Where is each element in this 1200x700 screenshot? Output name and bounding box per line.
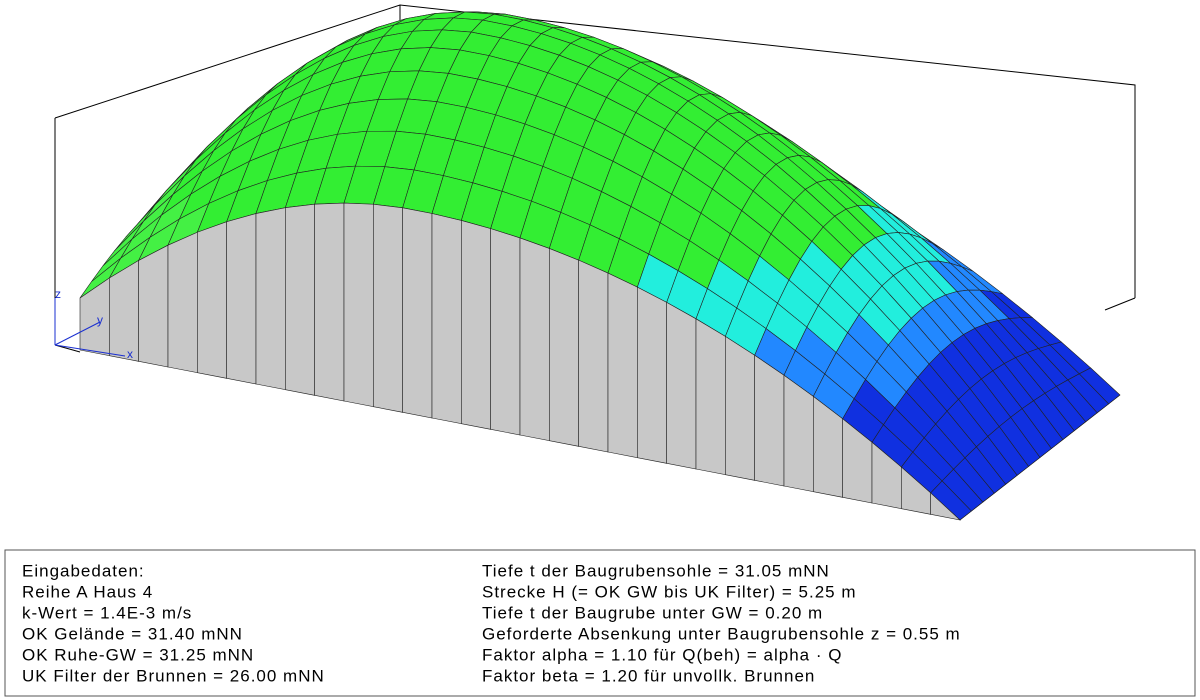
walls [79, 202, 1121, 521]
wall-strip [1016, 466, 1029, 476]
info-line: Strecke H (= OK GW bis UK Filter) = 5.25… [482, 582, 857, 601]
y-axis [54, 321, 101, 346]
info-line: k-Wert = 1.4E-3 m/s [22, 603, 192, 622]
wall-strip [1074, 421, 1086, 431]
wall-strip [637, 286, 667, 464]
box-edge [54, 344, 81, 353]
box-edge [54, 4, 1136, 298]
info-line: OK Ruhe-GW = 31.25 mNN [22, 645, 254, 664]
wall-strip [666, 301, 697, 470]
wall-strip [607, 272, 638, 459]
wall-strip [197, 221, 227, 379]
axis-triad [54, 298, 126, 357]
info-text: Eingabedaten: Reihe A Haus 4 k-Wert = 1.4E… [22, 561, 961, 685]
info-line: OK Gelände = 31.40 mNN [22, 624, 243, 643]
wall-strip [1051, 439, 1064, 449]
wall-strip [255, 207, 286, 391]
wall-strip [982, 492, 995, 503]
wall-strip [167, 231, 198, 374]
wall-strip [1096, 403, 1109, 414]
wall-strip [314, 202, 345, 402]
wall-strip [994, 484, 1006, 494]
info-line: Faktor beta = 1.20 für unvollk. Brunnen [482, 666, 815, 685]
info-line: Tiefe t der Baugrube unter GW = 0.20 m [482, 603, 823, 622]
info-line: Eingabedaten: [22, 561, 145, 580]
wall-strip [519, 237, 550, 442]
wall-strip [1108, 394, 1121, 405]
wall-strip [79, 277, 110, 357]
x-label: x [127, 347, 133, 361]
wall-strip [1062, 430, 1075, 440]
wall-strip [461, 220, 491, 430]
wall-strip [402, 207, 433, 419]
wall-strip [1039, 448, 1052, 458]
wall-strip [549, 248, 579, 447]
y-label: y [97, 313, 103, 327]
wall-strip [285, 203, 315, 396]
wall-strip [578, 259, 609, 453]
wall-strip [431, 213, 462, 425]
wall-strip [490, 228, 521, 436]
wall-strip [725, 335, 755, 481]
info-line: Tiefe t der Baugrubensohle = 31.05 mNN [482, 561, 830, 580]
wall-strip [930, 492, 961, 521]
wall-strip [226, 213, 257, 385]
wall-strip [971, 501, 984, 512]
info-line: Faktor alpha = 1.10 für Q(beh) = alpha ·… [482, 645, 842, 664]
wall-strip [343, 202, 374, 408]
info-panel [4, 549, 1196, 697]
box-edge [1104, 297, 1136, 311]
info-line: Geforderte Absenkung unter Baugrubensohl… [482, 624, 961, 643]
x-axis [54, 344, 126, 357]
wall-strip [959, 510, 972, 521]
info-line: Reihe A Haus 4 [22, 582, 153, 601]
wall-strip [695, 318, 726, 476]
wall-strip [1085, 412, 1098, 423]
wall-strip [1028, 457, 1041, 467]
info-line: UK Filter der Brunnen = 26.00 mNN [22, 666, 325, 685]
surface [79, 11, 1121, 521]
z-label: z [55, 287, 61, 301]
wall-strip [138, 244, 169, 368]
wall-strip [109, 259, 139, 362]
wall-strip [754, 354, 785, 487]
wall-strip [373, 203, 403, 413]
wall-strip [1005, 475, 1018, 485]
